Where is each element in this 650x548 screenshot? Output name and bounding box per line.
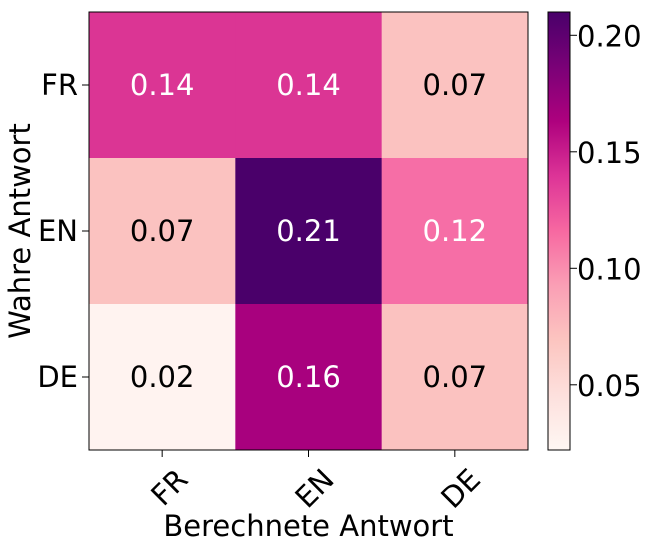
cell-value-label: 0.12 — [423, 214, 488, 248]
heatmap-cell — [235, 304, 383, 451]
cell-value-label: 0.21 — [276, 214, 341, 248]
x-tick-label: DE — [434, 462, 487, 515]
cell-value-label: 0.02 — [130, 360, 195, 394]
colorbar-tick-label: 0.15 — [577, 136, 642, 170]
heatmap-cell — [235, 158, 383, 305]
cell-value-label: 0.16 — [276, 360, 341, 394]
heatmap-cell — [235, 12, 383, 159]
heatmap-cells — [89, 12, 529, 451]
heatmap-cell — [89, 158, 236, 305]
x-axis-ticks: FR EN DE — [144, 450, 487, 515]
y-axis-label: Wahre Antwort — [3, 123, 37, 339]
y-tick-label: DE — [37, 360, 78, 394]
cell-value-label: 0.14 — [276, 68, 341, 102]
cell-value-label: 0.07 — [423, 360, 488, 394]
colorbar-tick-label: 0.05 — [577, 369, 642, 403]
x-tick-label: FR — [144, 462, 194, 512]
cell-labels: 0.14 0.14 0.07 0.07 0.21 0.12 0.02 0.16 0.07 — [130, 68, 487, 394]
heatmap-cell — [381, 12, 529, 159]
colorbar-tick-label: 0.20 — [577, 19, 642, 53]
x-axis-label: Berechnete Antwort — [163, 509, 453, 543]
colorbar-ticks: 0.05 0.10 0.15 0.20 — [570, 19, 642, 403]
cell-value-label: 0.07 — [423, 68, 488, 102]
heatmap-cell — [89, 12, 236, 159]
x-tick-label: EN — [288, 462, 340, 514]
heatmap-cell — [381, 158, 529, 305]
heatmap-cell — [89, 304, 236, 451]
colorbar-tick-label: 0.10 — [577, 252, 642, 286]
y-tick-label: FR — [41, 68, 78, 102]
heatmap-cell — [381, 304, 529, 451]
cell-value-label: 0.14 — [130, 68, 195, 102]
colorbar — [547, 11, 571, 451]
y-axis-ticks: FR EN DE — [37, 68, 89, 394]
cell-value-label: 0.07 — [130, 214, 195, 248]
y-tick-label: EN — [38, 214, 78, 248]
